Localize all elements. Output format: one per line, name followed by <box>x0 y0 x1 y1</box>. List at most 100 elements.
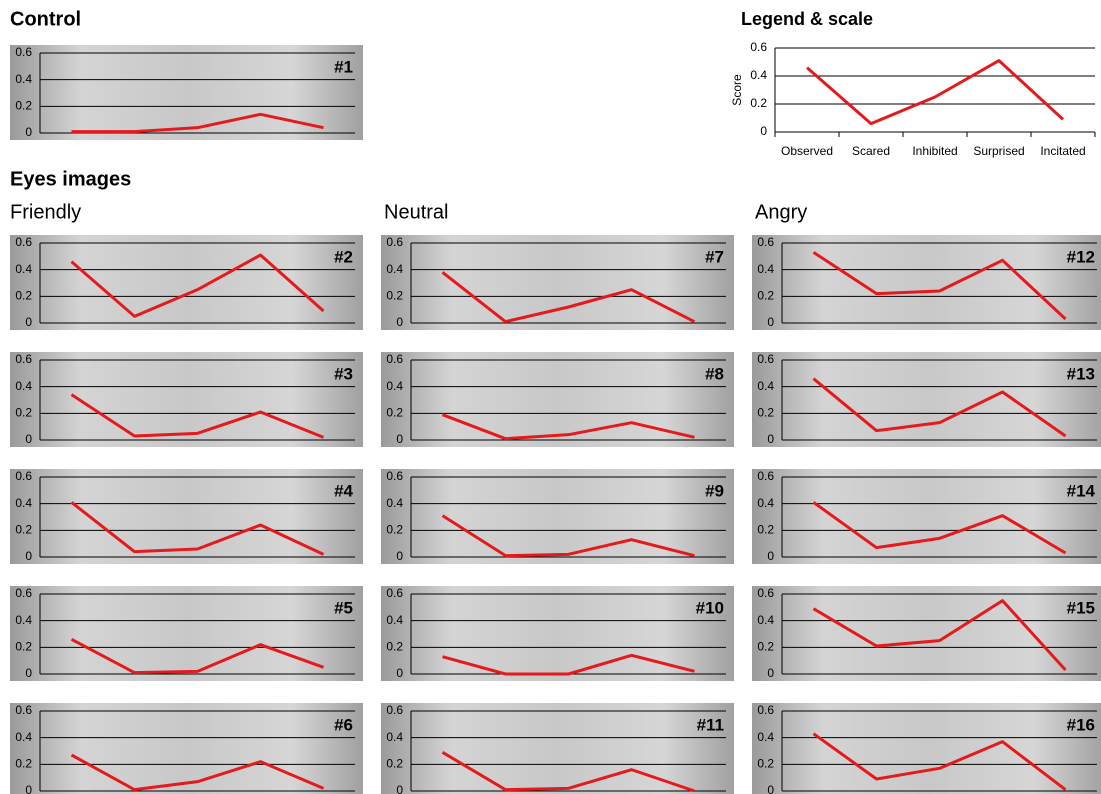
data-line <box>812 377 1067 438</box>
photo-background <box>752 235 1101 330</box>
y-tick-label: 0 <box>767 315 774 329</box>
y-tick-label: 0.2 <box>386 289 403 303</box>
y-tick-label: 0 <box>396 549 403 563</box>
y-tick-label: 0.6 <box>15 45 32 59</box>
y-tick-label: 0 <box>396 315 403 329</box>
y-tick-label: 0.6 <box>386 235 403 249</box>
panel-title: #1 <box>334 57 353 76</box>
y-axis-label: Score <box>730 74 744 106</box>
panel-title: #3 <box>334 364 353 383</box>
y-tick-label: 0.2 <box>386 757 403 771</box>
y-tick-label: 0.2 <box>15 99 32 113</box>
data-line <box>441 413 695 441</box>
y-tick-label: 0.6 <box>757 235 774 249</box>
x-tick-label: Scared <box>852 144 890 158</box>
y-tick-label: 0 <box>767 783 774 794</box>
data-line <box>70 501 325 556</box>
data-line <box>441 514 695 558</box>
y-tick-label: 0.4 <box>757 379 774 393</box>
y-tick-label: 0 <box>767 549 774 563</box>
y-tick-label: 0.4 <box>757 613 774 627</box>
photo-background <box>381 469 734 564</box>
photo-background <box>381 352 734 447</box>
photo-background <box>381 235 734 330</box>
photo-background <box>10 703 363 794</box>
panel-title: #16 <box>1067 715 1095 734</box>
data-line <box>70 253 325 318</box>
y-tick-label: 0.6 <box>15 586 32 600</box>
data-line <box>812 251 1067 321</box>
y-tick-label: 0.2 <box>757 757 774 771</box>
y-tick-label: 0.4 <box>757 730 774 744</box>
data-line <box>70 753 325 792</box>
y-tick-label: 0.2 <box>386 406 403 420</box>
y-tick-label: 0.2 <box>757 406 774 420</box>
y-tick-label: 0.2 <box>15 523 32 537</box>
heading: Legend & scale <box>741 9 873 29</box>
panel-title: #15 <box>1067 598 1095 617</box>
panel-title: #5 <box>334 598 353 617</box>
y-tick-label: 0 <box>767 666 774 680</box>
y-tick-label: 0.6 <box>386 703 403 717</box>
heading: Eyes images <box>10 168 131 190</box>
photo-background <box>10 586 363 681</box>
data-line <box>70 393 325 439</box>
y-tick-label: 0.2 <box>757 640 774 654</box>
y-tick-label: 0.2 <box>15 406 32 420</box>
data-line <box>812 501 1067 555</box>
y-tick-label: 0.6 <box>750 40 767 54</box>
panel-title: #10 <box>696 598 724 617</box>
panel-title: #14 <box>1067 481 1096 500</box>
y-tick-label: 0.2 <box>386 523 403 537</box>
panel-title: #7 <box>705 247 724 266</box>
y-tick-label: 0.4 <box>15 496 32 510</box>
y-tick-label: 0.2 <box>15 640 32 654</box>
panel-title: #13 <box>1067 364 1095 383</box>
photo-background <box>752 586 1101 681</box>
y-tick-label: 0.2 <box>757 289 774 303</box>
data-line <box>442 653 695 676</box>
x-tick-label: Incitated <box>1040 144 1085 158</box>
y-tick-label: 0.6 <box>15 235 32 249</box>
y-tick-label: 0.4 <box>15 72 32 86</box>
photo-background <box>752 703 1101 794</box>
y-tick-label: 0.4 <box>15 262 32 276</box>
data-line <box>70 638 325 675</box>
y-tick-label: 0.6 <box>386 469 403 483</box>
y-tick-label: 0.6 <box>757 352 774 366</box>
panel-title: #2 <box>334 247 353 266</box>
y-tick-label: 0 <box>396 666 403 680</box>
column-heading: Friendly <box>10 201 81 223</box>
y-tick-label: 0 <box>25 125 32 139</box>
y-tick-label: 0 <box>25 432 32 446</box>
x-tick-label: Observed <box>781 144 833 158</box>
photo-background <box>10 235 363 330</box>
panel-title: #6 <box>334 715 353 734</box>
x-tick-label: Surprised <box>973 144 1024 158</box>
y-tick-label: 0.4 <box>757 262 774 276</box>
y-tick-label: 0 <box>25 666 32 680</box>
y-tick-label: 0 <box>25 315 32 329</box>
y-tick-label: 0 <box>25 549 32 563</box>
column-heading: Angry <box>755 201 807 223</box>
panel-title: #8 <box>705 364 724 383</box>
y-tick-label: 0 <box>25 783 32 794</box>
panel-title: #11 <box>697 715 724 734</box>
y-tick-label: 0.2 <box>15 289 32 303</box>
y-tick-label: 0.2 <box>757 523 774 537</box>
panel-title: #4 <box>334 481 353 500</box>
y-tick-label: 0.4 <box>750 68 767 82</box>
data-line <box>441 271 696 324</box>
y-tick-label: 0.4 <box>386 730 403 744</box>
y-tick-label: 0.4 <box>386 613 403 627</box>
panel-title: #9 <box>705 481 724 500</box>
photo-background <box>381 703 734 794</box>
y-tick-label: 0.6 <box>15 352 32 366</box>
y-tick-label: 0.4 <box>15 730 32 744</box>
y-tick-label: 0.4 <box>386 262 403 276</box>
y-tick-label: 0.6 <box>386 352 403 366</box>
heading: Control <box>10 8 81 30</box>
y-tick-label: 0.6 <box>15 703 32 717</box>
column-heading: Neutral <box>384 201 448 223</box>
